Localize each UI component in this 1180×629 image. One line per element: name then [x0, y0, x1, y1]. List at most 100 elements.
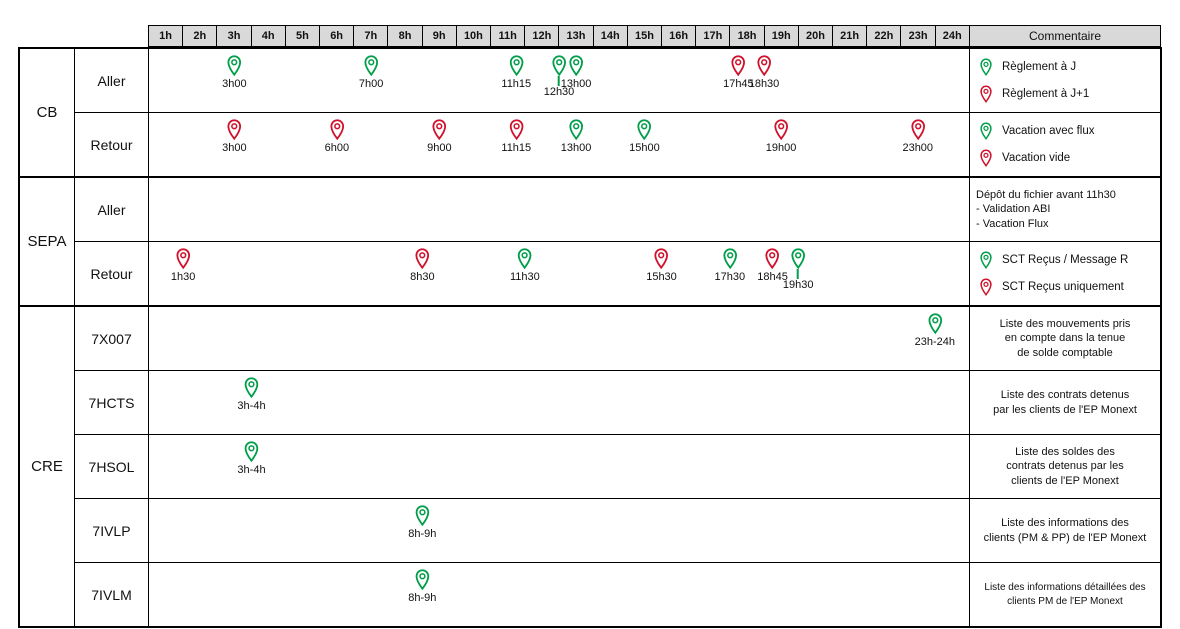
pin-red-icon: [653, 248, 670, 270]
hour-label: 7h: [354, 26, 389, 46]
pin-red-icon: [764, 248, 781, 270]
legend-label: Vacation vide: [1002, 152, 1071, 164]
time-label: 3h-4h: [237, 464, 266, 476]
row-label: Aller: [75, 49, 149, 112]
time-marker: 3h00: [222, 55, 247, 90]
pin-red-icon: [508, 119, 525, 141]
timeline-lane: [149, 178, 970, 241]
hour-label: 14h: [593, 26, 628, 46]
comment-text: Liste des mouvements pris: [999, 317, 1131, 330]
time-label: 13h00: [560, 142, 592, 154]
pin-red-icon: [730, 55, 747, 77]
time-marker: 17h45: [723, 55, 754, 90]
pin-red-icon: [226, 119, 243, 141]
row-7hcts: 7HCTS 3h-4h Liste des contrats detenus par …: [75, 370, 1160, 434]
hour-label: 19h: [764, 26, 799, 46]
comment-cell: Liste des informations des clients (PM & …: [970, 499, 1160, 562]
time-label: 13h00: [560, 78, 592, 90]
time-marker: 18h30: [748, 55, 780, 90]
pin-green-icon: [243, 377, 260, 399]
legend-label: Règlement à J+1: [1002, 88, 1090, 100]
time-marker: 12h30: [544, 55, 574, 98]
hour-label: 23h: [901, 26, 936, 46]
time-marker: 8h30: [410, 248, 435, 283]
hour-label: 18h: [730, 26, 765, 46]
group-label: SEPA: [20, 178, 75, 305]
time-label: 17h45: [723, 78, 754, 90]
legend-item: SCT Reçus uniquement: [979, 278, 1160, 296]
comment-text: - Validation ABI: [976, 203, 1051, 216]
time-marker: 3h-4h: [237, 441, 266, 476]
time-marker: 3h00: [222, 119, 247, 154]
pin-green-icon: [979, 122, 993, 140]
comment-cell: Liste des mouvements pris en compte dans …: [970, 307, 1160, 370]
time-label: 9h00: [427, 142, 452, 154]
pin-green-icon: [568, 119, 585, 141]
time-label: 11h30: [509, 271, 540, 283]
hour-label: 24h: [935, 26, 969, 46]
time-marker: 1h30: [171, 248, 195, 283]
pin-green-icon: [636, 119, 653, 141]
timeline-lane: 8h-9h: [149, 499, 970, 562]
hour-label: 16h: [662, 26, 697, 46]
comment-cell: Liste des contrats detenus par les client…: [970, 371, 1160, 434]
pin-green-icon: [979, 251, 993, 269]
pin-red-icon: [773, 119, 790, 141]
pin-green-icon: [979, 58, 993, 76]
comment-cell: Règlement à J Règlement à J+1: [970, 49, 1160, 112]
row-label: 7IVLM: [75, 563, 149, 626]
group-cb: CB Aller 3h00 7h00 11h15 12h30 13h00 17h45 18h30…: [20, 49, 1160, 176]
pin-green-icon: [226, 55, 243, 77]
hour-label: 20h: [798, 26, 834, 46]
time-label: 3h00: [222, 142, 247, 154]
time-label: 23h00: [902, 142, 934, 154]
timeline-lane: 1h30 8h30 11h30 15h30 17h30 18h45 19h30: [149, 242, 970, 305]
pin-red-icon: [175, 248, 192, 270]
time-marker: 15h00: [629, 119, 660, 154]
time-label: 17h30: [714, 271, 746, 283]
pin-green-icon: [721, 248, 738, 270]
time-label: 18h30: [748, 78, 780, 90]
time-label: 8h-9h: [408, 528, 437, 540]
pin-green-icon: [516, 248, 533, 270]
hour-label: 3h: [217, 26, 252, 46]
time-label: 15h30: [646, 271, 677, 283]
time-label: 1h30: [170, 271, 196, 283]
row-7ivlm: 7IVLM 8h-9h Liste des informations détaill…: [75, 562, 1160, 626]
timeline-lane: 23h-24h: [149, 307, 970, 370]
pin-red-icon: [414, 248, 431, 270]
time-marker: 15h30: [646, 248, 677, 283]
comment-text: clients PM de l'EP Monext: [1007, 595, 1123, 607]
comment-cell: Liste des informations détaillées des cli…: [970, 563, 1160, 626]
time-marker: 8h-9h: [408, 569, 436, 604]
time-label: 18h45: [757, 271, 788, 283]
time-label: 8h30: [410, 271, 435, 283]
pin-red-icon: [756, 55, 773, 77]
time-marker: 23h00: [902, 119, 933, 154]
time-marker: 19h30: [783, 248, 813, 291]
time-marker: 11h15: [501, 55, 531, 90]
comment-column-header: Commentaire: [970, 25, 1161, 47]
legend-label: SCT Reçus uniquement: [1002, 281, 1124, 293]
row-retour: Retour 3h00 6h00 9h00 11h15 13h00 15h00 19h00 23…: [75, 112, 1160, 176]
row-7ivlp: 7IVLP 8h-9h Liste des informations des clie…: [75, 498, 1160, 562]
time-label: 3h00: [222, 78, 247, 90]
time-label: 23h-24h: [914, 336, 956, 348]
comment-cell: Vacation avec flux Vacation vide: [970, 113, 1160, 176]
hour-label: 8h: [388, 26, 423, 46]
row-aller: Aller Dépôt du fichier avant 11h30 - Valid…: [75, 178, 1160, 241]
legend-item: Règlement à J: [979, 58, 1160, 76]
hour-label: 2h: [183, 26, 218, 46]
pin-red-icon: [328, 119, 345, 141]
legend-item: Vacation avec flux: [979, 122, 1160, 140]
row-label: 7HCTS: [75, 371, 149, 434]
group-cre: CRE 7X007 23h-24h Liste des mouvements pris…: [20, 305, 1160, 626]
pin-red-icon: [431, 119, 448, 141]
time-marker: 13h00: [560, 119, 592, 154]
time-label: 8h-9h: [408, 592, 437, 604]
timeline-lane: 3h-4h: [149, 435, 970, 498]
comment-text: de solde comptable: [1017, 346, 1113, 359]
time-marker: 13h00: [560, 55, 592, 90]
legend-item: SCT Reçus / Message R: [979, 251, 1160, 269]
